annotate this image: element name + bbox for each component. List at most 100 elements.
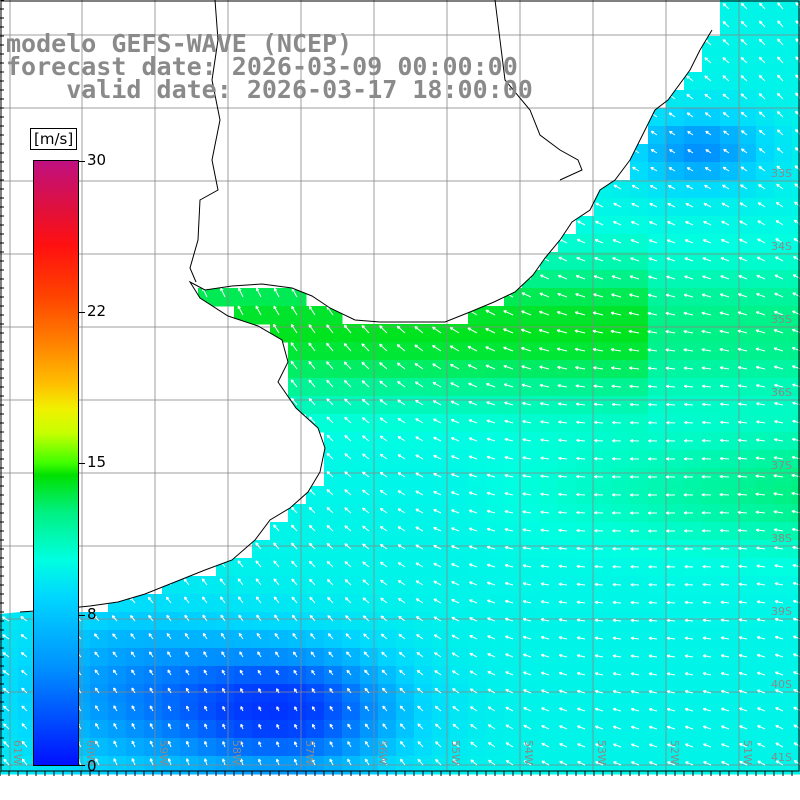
speed-cell	[576, 216, 595, 235]
speed-cell	[630, 270, 649, 289]
speed-cell	[630, 342, 649, 361]
speed-cell	[414, 648, 433, 667]
speed-cell	[378, 378, 397, 397]
wind-arrow-shaft	[629, 294, 640, 298]
wind-arrow-head	[21, 651, 25, 654]
speed-cell	[126, 684, 145, 703]
speed-cell	[540, 396, 559, 415]
speed-cell	[720, 540, 739, 559]
wind-arrow-head	[701, 311, 705, 314]
speed-cell	[522, 558, 541, 577]
speed-cell	[594, 486, 613, 505]
speed-cell	[774, 486, 793, 505]
speed-cell	[540, 450, 559, 469]
speed-cell	[162, 666, 181, 685]
wind-arrow-shaft	[795, 2, 800, 9]
speed-cell	[558, 432, 577, 451]
speed-cell	[684, 576, 703, 595]
wind-arrow-shaft	[777, 20, 784, 28]
speed-cell	[594, 414, 613, 433]
wind-arrow-head	[362, 579, 366, 582]
speed-cell	[558, 684, 577, 703]
speed-cell	[162, 702, 181, 721]
wind-arrow	[686, 93, 694, 100]
speed-cell	[666, 324, 685, 343]
speed-cell	[306, 684, 325, 703]
wind-arrow	[795, 74, 800, 81]
wind-arrow-head	[737, 347, 741, 350]
wind-arrow	[666, 257, 676, 262]
wind-arrow	[629, 275, 640, 280]
wind-arrow-head	[774, 600, 779, 602]
speed-cell	[792, 270, 800, 289]
speed-cell	[90, 720, 109, 739]
wind-arrow-shaft	[576, 238, 586, 244]
speed-cell	[504, 594, 523, 613]
speed-cell	[594, 360, 613, 379]
speed-cell	[738, 324, 757, 343]
wind-arrow	[686, 167, 694, 172]
speed-cell	[630, 486, 649, 505]
speed-cell	[756, 288, 775, 307]
speed-cell	[558, 252, 577, 271]
speed-cell	[774, 738, 793, 757]
speed-cell	[108, 702, 127, 721]
wind-arrow-shaft	[740, 111, 748, 118]
speed-cell	[468, 522, 487, 541]
speed-cell	[432, 432, 451, 451]
speed-cell	[486, 324, 505, 343]
speed-cell	[108, 630, 127, 649]
speed-cell	[702, 450, 721, 469]
speed-cell	[306, 342, 325, 361]
speed-cell	[774, 720, 793, 739]
wind-arrow-shaft	[795, 20, 800, 27]
wind-arrow	[632, 166, 640, 172]
wind-arrow	[540, 274, 550, 280]
speed-cell	[396, 486, 415, 505]
wind-arrow	[687, 149, 694, 154]
wind-arrow-head	[344, 507, 348, 510]
wind-arrow	[740, 38, 748, 46]
wind-arrow	[774, 292, 784, 298]
wind-arrow	[739, 202, 748, 208]
wind-arrow	[776, 147, 784, 154]
speed-cell	[720, 126, 739, 145]
speed-cell	[756, 612, 775, 631]
speed-cell	[774, 558, 793, 577]
speed-cell	[414, 396, 433, 415]
wind-arrow	[775, 220, 784, 226]
speed-cell	[342, 630, 361, 649]
speed-cell	[612, 342, 631, 361]
wind-arrow-head	[557, 365, 561, 368]
speed-cell	[702, 684, 721, 703]
speed-cell	[126, 720, 145, 739]
wind-arrow	[613, 202, 622, 208]
speed-cell	[486, 414, 505, 433]
wind-arrow-shaft	[722, 3, 730, 10]
speed-cell	[558, 414, 577, 433]
wind-arrow-head	[741, 148, 745, 150]
wind-arrow-head	[777, 2, 781, 5]
wind-arrow-shaft	[740, 20, 748, 28]
speed-cell	[288, 684, 307, 703]
wind-arrow	[703, 202, 712, 208]
speed-cell	[594, 558, 613, 577]
speed-cell	[360, 666, 379, 685]
speed-cell	[738, 648, 757, 667]
speed-cell	[468, 396, 487, 415]
speed-cell	[378, 576, 397, 595]
wind-arrow-shaft	[667, 221, 676, 226]
wind-arrow	[740, 2, 748, 10]
wind-arrow-head	[362, 525, 366, 528]
speed-cell	[342, 432, 361, 451]
speed-cell	[684, 630, 703, 649]
wind-arrow-shaft	[756, 293, 766, 298]
speed-cell	[306, 594, 325, 613]
wind-arrow	[739, 238, 748, 244]
speed-cell	[342, 324, 361, 343]
speed-cell	[576, 738, 595, 757]
speed-cell	[486, 612, 505, 631]
wind-arrow-head	[759, 93, 763, 95]
speed-cell	[396, 684, 415, 703]
speed-cell	[162, 648, 181, 667]
